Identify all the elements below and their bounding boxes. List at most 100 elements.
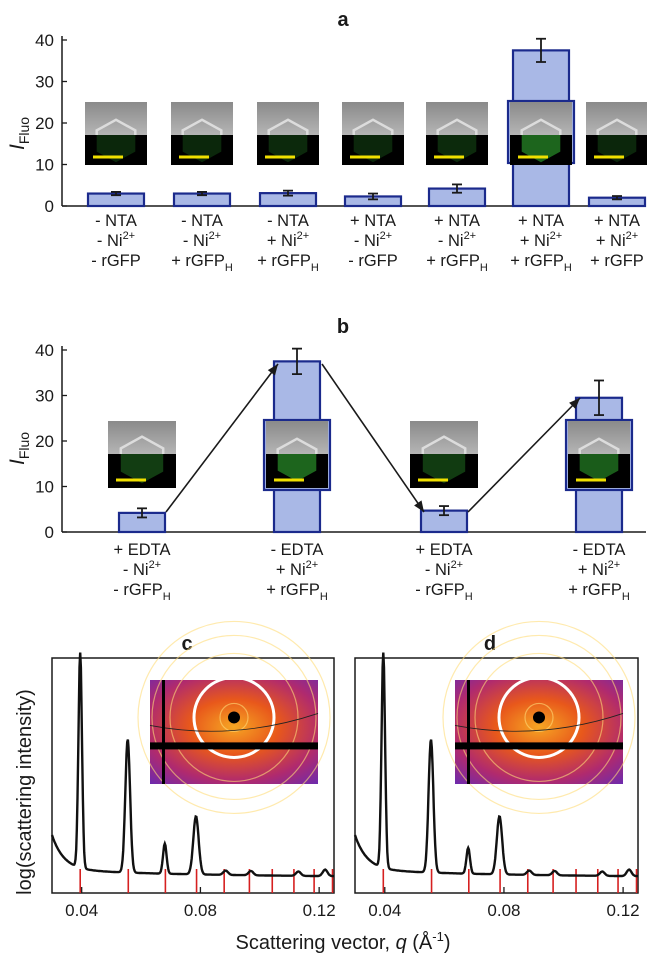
category-label: + EDTA bbox=[113, 541, 170, 559]
category-label: - EDTA bbox=[573, 541, 626, 559]
inset-a-green-signal bbox=[353, 135, 393, 163]
y-tick-label: 30 bbox=[35, 387, 54, 406]
xrd-ylabel: log(scattering intensity) bbox=[14, 689, 36, 895]
inset-a-fluorescence bbox=[85, 135, 147, 165]
category-label: - rGFPH bbox=[415, 581, 473, 603]
panel-c: 0.04 0.08 0.12 bbox=[50, 620, 336, 920]
category-label: - Ni2+ bbox=[425, 559, 463, 579]
diffraction-ring bbox=[137, 620, 331, 815]
category-label: + rGFPH bbox=[510, 252, 572, 274]
x-tick-label: 0.12 bbox=[607, 901, 640, 920]
category-label: + rGFPH bbox=[426, 252, 488, 274]
category-label: - NTA bbox=[267, 212, 309, 230]
diffraction-ring bbox=[474, 652, 604, 783]
diffraction-ring bbox=[524, 702, 554, 733]
arrow-head bbox=[414, 500, 424, 512]
inset-a-green-signal bbox=[521, 135, 561, 163]
detector-gap-horizontal bbox=[150, 742, 318, 750]
y-tick-label: 10 bbox=[35, 478, 54, 497]
inset-a-fluorescence bbox=[586, 135, 647, 165]
category-label: + Ni2+ bbox=[267, 230, 309, 250]
detector-gap-vertical bbox=[467, 680, 470, 784]
category-label: + Ni2+ bbox=[520, 230, 562, 250]
inset-a-green-signal bbox=[96, 135, 136, 163]
y-tick-label: 0 bbox=[45, 523, 54, 542]
diffraction-ring bbox=[151, 634, 317, 801]
inset-a-bright-field bbox=[586, 102, 647, 135]
inset-b-green-signal bbox=[422, 454, 466, 484]
plot-frame bbox=[51, 657, 335, 894]
inset-b-fluorescence bbox=[410, 454, 478, 488]
category-label: - Ni2+ bbox=[354, 230, 392, 250]
category-label: + Ni2+ bbox=[596, 230, 638, 250]
inset-a-fluorescence bbox=[257, 135, 319, 165]
diffraction-ring bbox=[169, 652, 299, 783]
diffraction-ring bbox=[442, 620, 636, 815]
panel-b-label: b bbox=[337, 316, 349, 338]
category-label: + rGFPH bbox=[266, 581, 328, 603]
y-tick-label: 30 bbox=[35, 73, 54, 92]
scattering-curve bbox=[353, 652, 638, 878]
category-label: + rGFPH bbox=[568, 581, 630, 603]
plot-frame bbox=[354, 657, 639, 894]
diffraction-ring bbox=[497, 675, 581, 759]
category-label: + NTA bbox=[434, 212, 480, 230]
category-label: - rGFP bbox=[91, 252, 141, 270]
inset-b-green-signal bbox=[120, 454, 164, 484]
x-tick-label: 0.08 bbox=[184, 901, 217, 920]
category-label: + Ni2+ bbox=[276, 559, 318, 579]
transition-arrow bbox=[165, 363, 279, 513]
inset-a-green-signal bbox=[597, 135, 637, 163]
y-tick-label: 40 bbox=[35, 341, 54, 360]
beamstop-wire bbox=[149, 713, 319, 732]
inset-a-fluorescence bbox=[426, 135, 488, 165]
x-tick-label: 0.04 bbox=[65, 901, 98, 920]
panel-c-label: c bbox=[181, 633, 192, 655]
category-label: - NTA bbox=[181, 212, 223, 230]
category-label: + rGFPH bbox=[257, 252, 319, 274]
transition-arrow bbox=[321, 363, 425, 513]
category-label: - rGFPH bbox=[113, 581, 171, 603]
inset-a-green-signal bbox=[437, 135, 477, 163]
inset-b-fluorescence bbox=[108, 454, 176, 488]
beamstop-wire bbox=[454, 713, 624, 732]
beamstop bbox=[228, 711, 240, 724]
inset-a-green-signal bbox=[182, 135, 222, 163]
category-label: - EDTA bbox=[271, 541, 324, 559]
inset-b-green-signal bbox=[579, 454, 619, 482]
category-label: + EDTA bbox=[415, 541, 472, 559]
category-label: + NTA bbox=[350, 212, 396, 230]
category-label: - rGFP bbox=[348, 252, 398, 270]
diffraction-ring bbox=[192, 675, 276, 759]
diffraction-ring bbox=[456, 634, 622, 801]
inset-a-fluorescence bbox=[342, 135, 404, 165]
category-label: - Ni2+ bbox=[123, 559, 161, 579]
transition-arrow bbox=[467, 397, 581, 513]
diffraction-ring bbox=[219, 702, 249, 733]
xrd-xlabel: Scattering vector, q (Å-1) bbox=[236, 929, 451, 954]
panel-a-ylabel: IFluo bbox=[6, 117, 32, 150]
scattering-curve bbox=[50, 652, 334, 878]
arrow-head bbox=[267, 364, 278, 376]
category-label: - Ni2+ bbox=[438, 230, 476, 250]
category-label: + rGFPH bbox=[171, 252, 233, 274]
x-tick-label: 0.08 bbox=[487, 901, 520, 920]
panel-d: 0.04 0.08 0.12 bbox=[353, 620, 640, 920]
x-tick-label: 0.12 bbox=[303, 901, 336, 920]
panel-b-ylabel: IFluo bbox=[6, 432, 32, 465]
y-tick-label: 40 bbox=[35, 31, 54, 50]
panel-a-label: a bbox=[337, 9, 349, 31]
inset-a-fluorescence bbox=[171, 135, 233, 165]
category-label: + Ni2+ bbox=[578, 559, 620, 579]
detector-gap-horizontal bbox=[455, 742, 623, 750]
y-tick-label: 10 bbox=[35, 156, 54, 175]
category-label: + NTA bbox=[518, 212, 564, 230]
y-tick-label: 20 bbox=[35, 114, 54, 133]
category-label: + rGFP bbox=[590, 252, 644, 270]
y-tick-label: 0 bbox=[45, 197, 54, 216]
beamstop bbox=[533, 711, 545, 724]
category-label: - Ni2+ bbox=[183, 230, 221, 250]
